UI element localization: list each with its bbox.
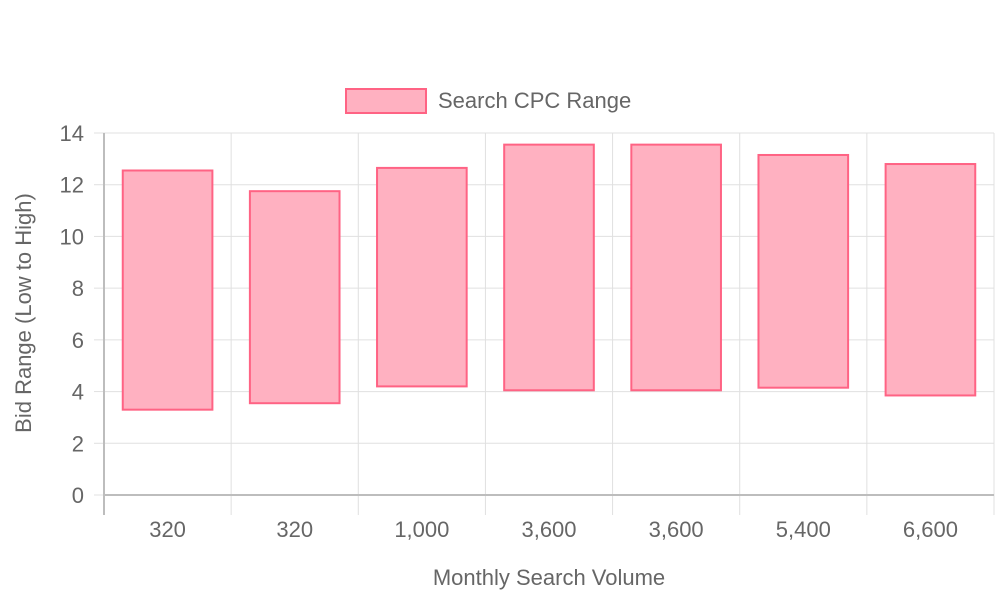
bar[interactable] bbox=[630, 143, 722, 392]
y-tick-label: 14 bbox=[60, 121, 84, 146]
x-tick-label: 3,600 bbox=[521, 517, 576, 542]
x-tick-label: 1,000 bbox=[394, 517, 449, 542]
y-tick-labels: 0 2 4 6 8 10 12 14 bbox=[60, 121, 84, 508]
y-tick-label: 6 bbox=[72, 328, 84, 353]
bar[interactable] bbox=[376, 166, 468, 388]
bar[interactable] bbox=[503, 143, 595, 392]
legend[interactable]: Search CPC Range bbox=[345, 88, 631, 114]
y-tick-label: 4 bbox=[72, 380, 84, 405]
x-axis-title: Monthly Search Volume bbox=[433, 565, 665, 590]
x-tick-label: 320 bbox=[276, 517, 313, 542]
legend-label: Search CPC Range bbox=[438, 88, 631, 113]
bar[interactable] bbox=[121, 169, 214, 411]
y-tick-label: 2 bbox=[72, 431, 84, 456]
x-tick-label: 320 bbox=[149, 517, 186, 542]
x-tick-label: 6,600 bbox=[903, 517, 958, 542]
x-tick-label: 3,600 bbox=[649, 517, 704, 542]
axes bbox=[94, 132, 994, 515]
legend-swatch bbox=[345, 88, 427, 114]
bars bbox=[121, 143, 977, 411]
y-tick-label: 10 bbox=[60, 224, 84, 249]
y-tick-label: 12 bbox=[60, 173, 84, 198]
bar[interactable] bbox=[248, 190, 341, 405]
bar[interactable] bbox=[757, 153, 850, 389]
x-tick-labels: 320 320 1,000 3,600 3,600 5,400 6,600 bbox=[149, 517, 958, 542]
y-tick-label: 8 bbox=[72, 276, 84, 301]
x-tick-label: 5,400 bbox=[776, 517, 831, 542]
bar[interactable] bbox=[884, 163, 977, 397]
y-tick-label: 0 bbox=[72, 483, 84, 508]
y-axis-title: Bid Range (Low to High) bbox=[11, 193, 36, 433]
